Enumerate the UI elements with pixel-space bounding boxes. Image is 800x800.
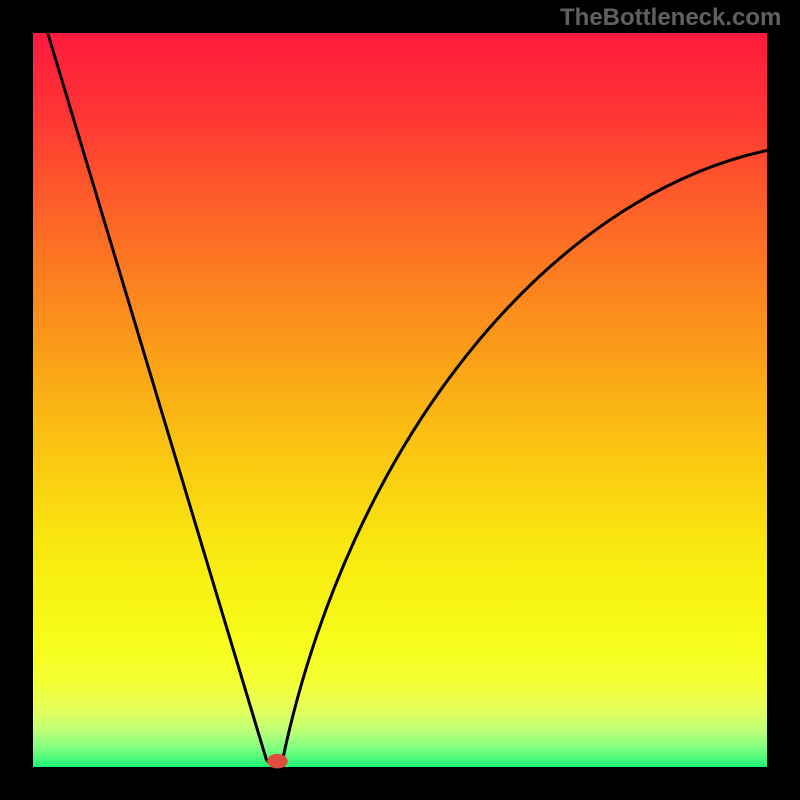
watermark-text: TheBottleneck.com xyxy=(560,4,781,32)
bottleneck-curve xyxy=(0,0,800,800)
chart-frame: TheBottleneck.com xyxy=(0,0,800,800)
v-curve-path xyxy=(48,33,767,765)
sweet-spot-marker xyxy=(267,754,288,769)
